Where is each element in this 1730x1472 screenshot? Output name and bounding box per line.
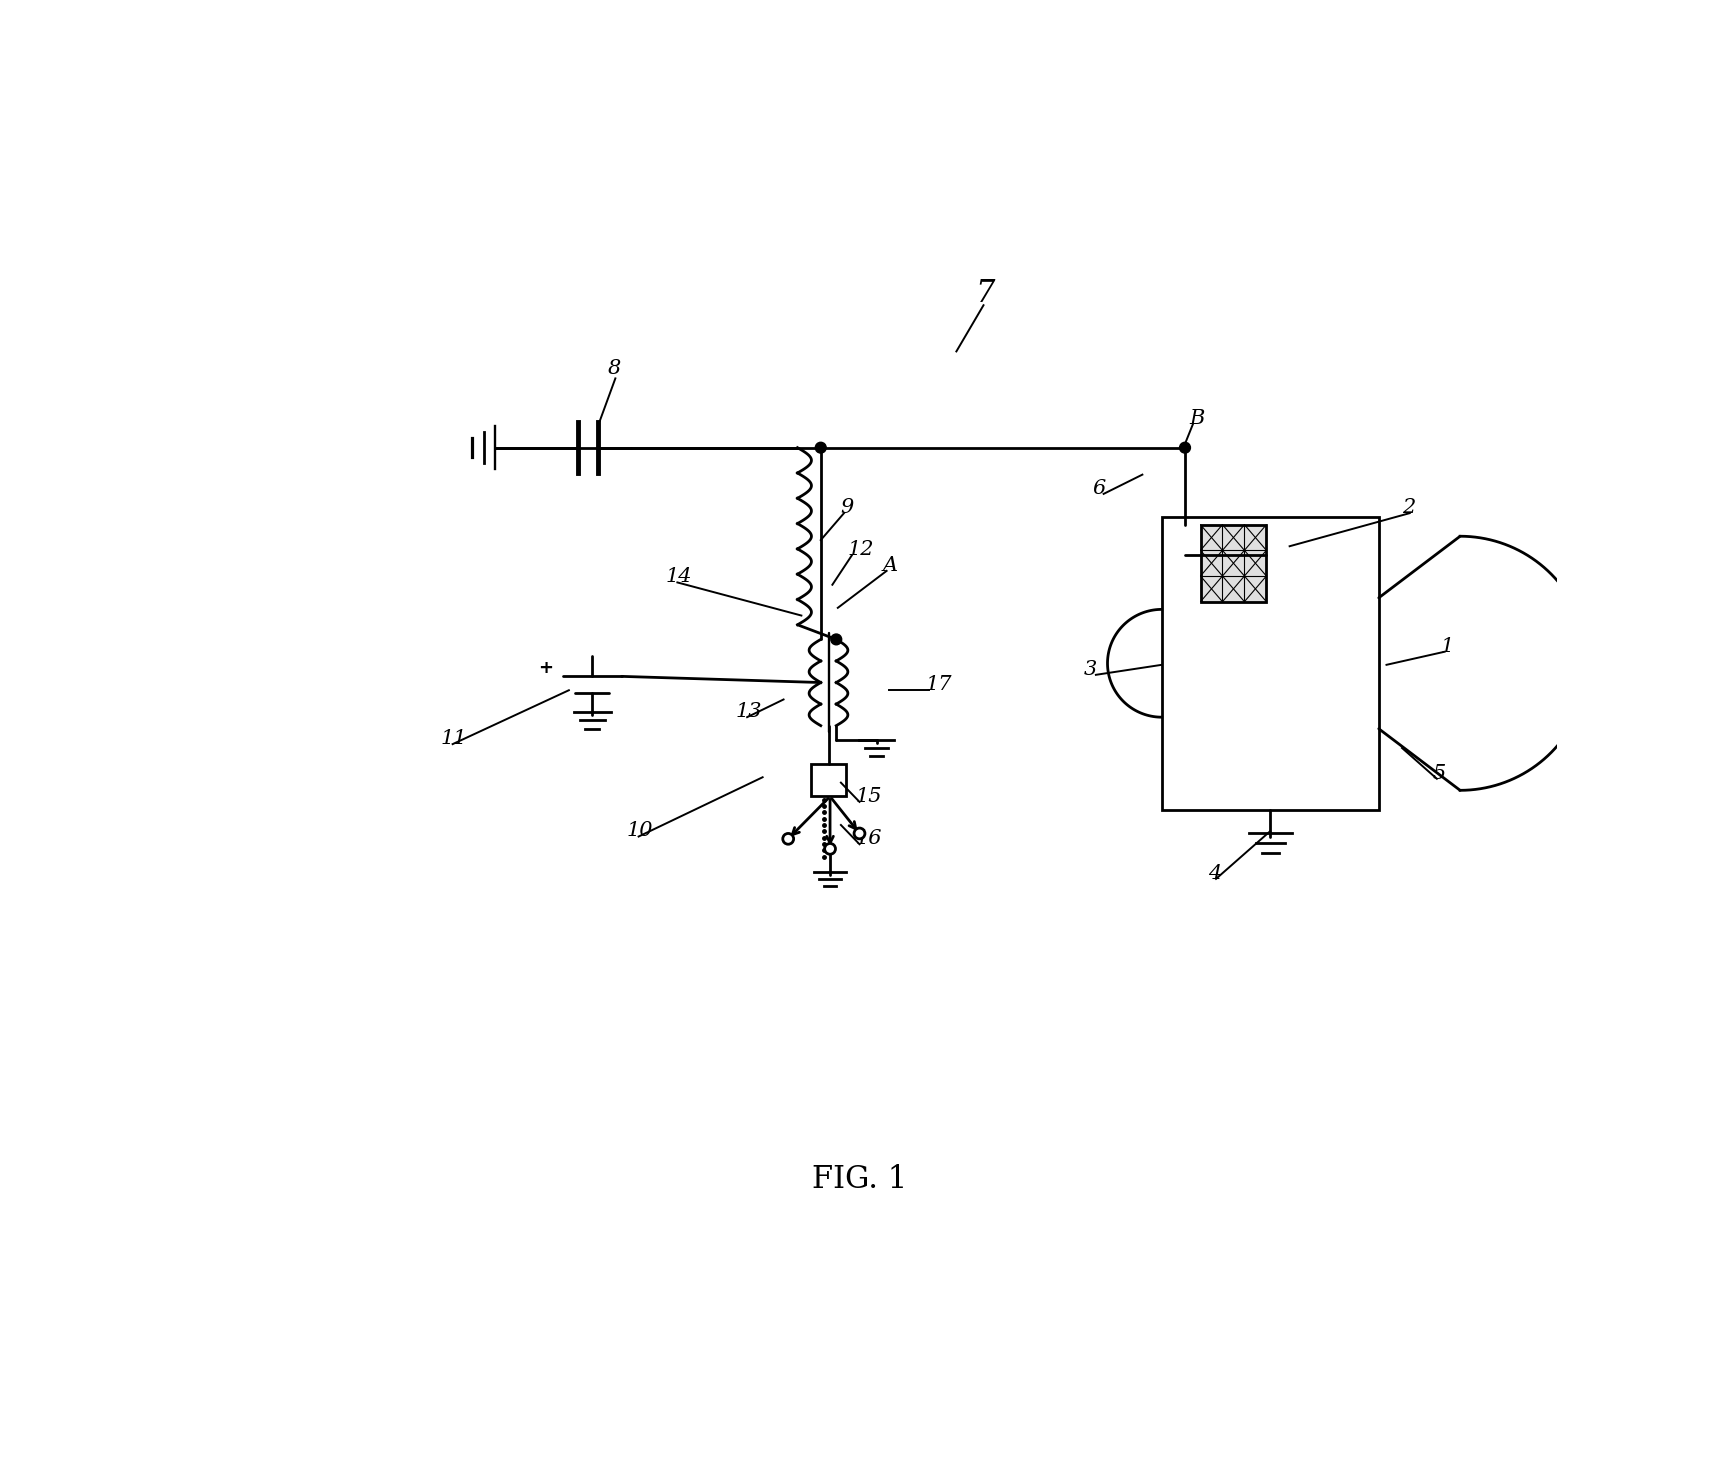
Circle shape (825, 843, 836, 854)
Text: 16: 16 (856, 829, 882, 848)
Circle shape (782, 833, 794, 845)
Bar (1163, 517, 1379, 810)
Text: 6: 6 (1092, 478, 1105, 498)
Text: FIG. 1: FIG. 1 (811, 1163, 907, 1195)
Text: 4: 4 (1208, 864, 1221, 883)
Text: 12: 12 (848, 540, 874, 559)
Text: 7: 7 (976, 278, 995, 309)
Text: A: A (882, 556, 898, 574)
Text: +: + (538, 658, 554, 677)
Circle shape (815, 442, 827, 453)
Circle shape (1180, 442, 1190, 453)
Text: 13: 13 (735, 702, 761, 721)
Circle shape (855, 829, 865, 839)
Bar (811, 764, 846, 796)
Text: 1: 1 (1441, 636, 1453, 655)
Text: 14: 14 (666, 567, 692, 586)
Text: 5: 5 (1432, 764, 1446, 783)
Text: 10: 10 (626, 821, 654, 841)
Text: 11: 11 (441, 729, 467, 748)
Text: 15: 15 (856, 786, 882, 805)
Circle shape (830, 634, 843, 645)
Text: 2: 2 (1401, 498, 1415, 517)
Text: B: B (1189, 409, 1204, 428)
Text: 8: 8 (607, 359, 621, 378)
Text: 3: 3 (1085, 659, 1097, 679)
Text: 17: 17 (926, 676, 952, 695)
Text: 9: 9 (841, 498, 853, 517)
Bar (1201, 524, 1266, 602)
